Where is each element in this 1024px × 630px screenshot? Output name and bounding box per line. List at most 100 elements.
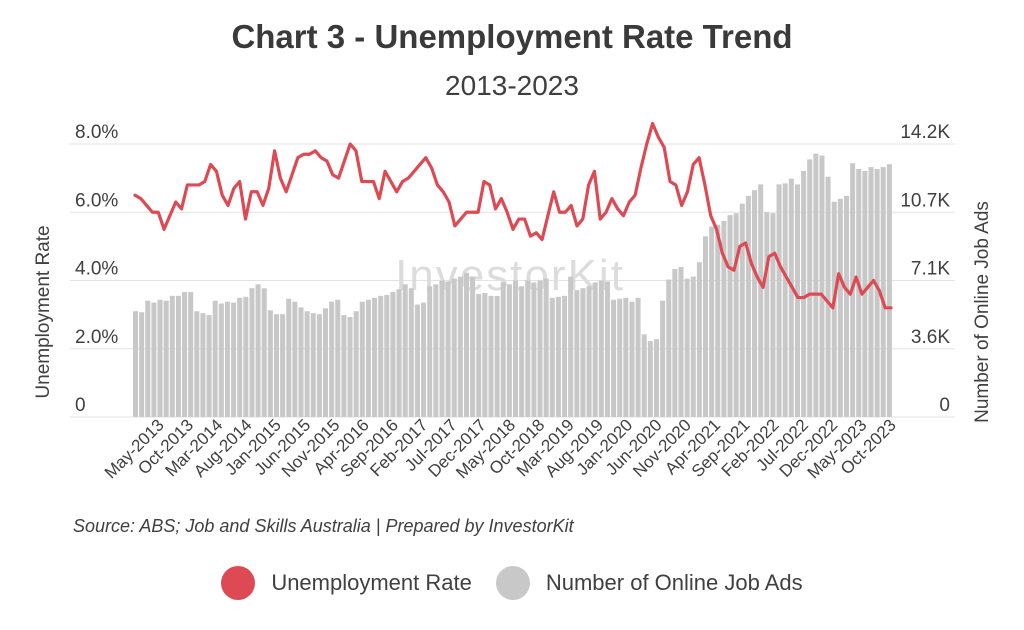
job-ads-bar: [157, 299, 163, 417]
left-axis-tick-label: 4.0%: [75, 259, 118, 280]
job-ads-bar: [408, 288, 414, 417]
job-ads-bar: [304, 311, 310, 417]
job-ads-bar: [678, 267, 684, 417]
job-ads-bar: [224, 301, 230, 417]
job-ads-bar: [543, 278, 549, 417]
legend-swatch-job-ads: [495, 566, 530, 600]
job-ads-bars: [133, 153, 892, 418]
legend-item-unemployment: Unemployment Rate: [221, 566, 472, 600]
job-ads-bar: [439, 280, 445, 417]
job-ads-bar: [218, 303, 224, 417]
job-ads-bar: [874, 168, 880, 417]
job-ads-bar: [249, 288, 255, 417]
job-ads-bar: [770, 213, 776, 417]
job-ads-bar: [384, 294, 390, 417]
job-ads-bar: [414, 304, 420, 417]
job-ads-bar: [586, 286, 592, 417]
job-ads-bar: [549, 297, 555, 417]
job-ads-bar: [745, 195, 751, 417]
job-ads-bar: [372, 297, 378, 417]
job-ads-bar: [519, 286, 525, 417]
legend-item-job-ads: Number of Online Job Ads: [495, 566, 803, 600]
job-ads-bar: [653, 339, 659, 417]
job-ads-bar: [365, 299, 371, 417]
job-ads-bar: [494, 295, 500, 417]
left-axis-tick-label: 8.0%: [75, 122, 118, 143]
job-ads-bar: [715, 224, 721, 417]
job-ads-bar: [421, 302, 427, 417]
job-ads-bar: [445, 281, 451, 417]
job-ads-bar: [641, 334, 647, 417]
job-ads-bar: [580, 288, 586, 417]
job-ads-bar: [316, 314, 322, 417]
job-ads-bar: [359, 301, 365, 417]
legend: Unemployment Rate Number of Online Job A…: [0, 566, 1024, 600]
job-ads-bar: [868, 167, 874, 417]
job-ads-bar: [457, 276, 463, 417]
source-note: Source: ABS; Job and Skills Australia | …: [73, 516, 574, 536]
job-ads-bar: [488, 295, 494, 417]
job-ads-bar: [696, 262, 702, 417]
right-axis-tick-label: 0: [939, 395, 950, 416]
job-ads-bar: [562, 295, 568, 417]
chart-subtitle: 2013-2023: [445, 70, 579, 101]
job-ads-bar: [139, 312, 145, 417]
left-axis-tick-label: 2.0%: [75, 327, 118, 348]
job-ads-bar: [286, 298, 292, 417]
job-ads-bar: [255, 284, 261, 417]
job-ads-bar: [862, 170, 868, 417]
job-ads-bar: [396, 289, 402, 417]
job-ads-bar: [856, 168, 862, 417]
job-ads-bar: [611, 299, 617, 417]
job-ads-bar: [506, 284, 512, 417]
job-ads-bar: [801, 170, 807, 417]
job-ads-bar: [513, 280, 519, 417]
left-axis-tick-label: 0: [75, 395, 86, 416]
job-ads-bar: [378, 295, 384, 417]
job-ads-bar: [427, 286, 433, 417]
job-ads-bar: [402, 284, 408, 417]
job-ads-bar: [451, 278, 457, 417]
job-ads-bar: [666, 279, 672, 417]
job-ads-bar: [243, 296, 249, 417]
job-ads-bar: [788, 178, 794, 417]
job-ads-bar: [273, 314, 279, 417]
job-ads-bar: [212, 300, 218, 417]
job-ads-bar: [623, 297, 629, 417]
job-ads-bar: [470, 276, 476, 417]
chart-title: Chart 3 - Unemployment Rate Trend: [231, 18, 793, 55]
job-ads-bar: [353, 311, 359, 417]
job-ads-bar: [555, 296, 561, 417]
job-ads-bar: [733, 213, 739, 417]
job-ads-bar: [169, 295, 175, 417]
job-ads-bar: [727, 215, 733, 417]
job-ads-bar: [703, 236, 709, 417]
job-ads-bar: [672, 268, 678, 417]
x-axis-ticks: May-2013Oct-2013Mar-2014Aug-2014Jan-2015…: [101, 415, 900, 482]
job-ads-bar: [182, 292, 188, 417]
job-ads-bar: [433, 284, 439, 417]
job-ads-bar: [280, 314, 286, 417]
job-ads-bar: [782, 183, 788, 417]
legend-swatch-unemployment: [221, 566, 256, 600]
job-ads-bar: [525, 280, 531, 417]
job-ads-bar: [629, 301, 635, 417]
job-ads-bar: [831, 201, 837, 417]
left-axis-title: Unemployment Rate: [33, 225, 54, 398]
job-ads-bar: [537, 280, 543, 417]
job-ads-bar: [267, 310, 273, 417]
job-ads-bar: [598, 280, 604, 417]
job-ads-bar: [292, 301, 298, 417]
job-ads-bar: [463, 272, 469, 417]
job-ads-bar: [690, 276, 696, 417]
job-ads-bar: [151, 302, 157, 417]
job-ads-bar: [298, 307, 304, 417]
job-ads-bar: [635, 297, 641, 417]
job-ads-bar: [764, 212, 770, 417]
job-ads-bar: [617, 298, 623, 417]
right-axis-tick-label: 3.6K: [911, 327, 950, 348]
job-ads-bar: [163, 300, 169, 417]
right-axis-title: Number of Online Job Ads: [972, 201, 993, 423]
job-ads-bar: [568, 276, 574, 417]
